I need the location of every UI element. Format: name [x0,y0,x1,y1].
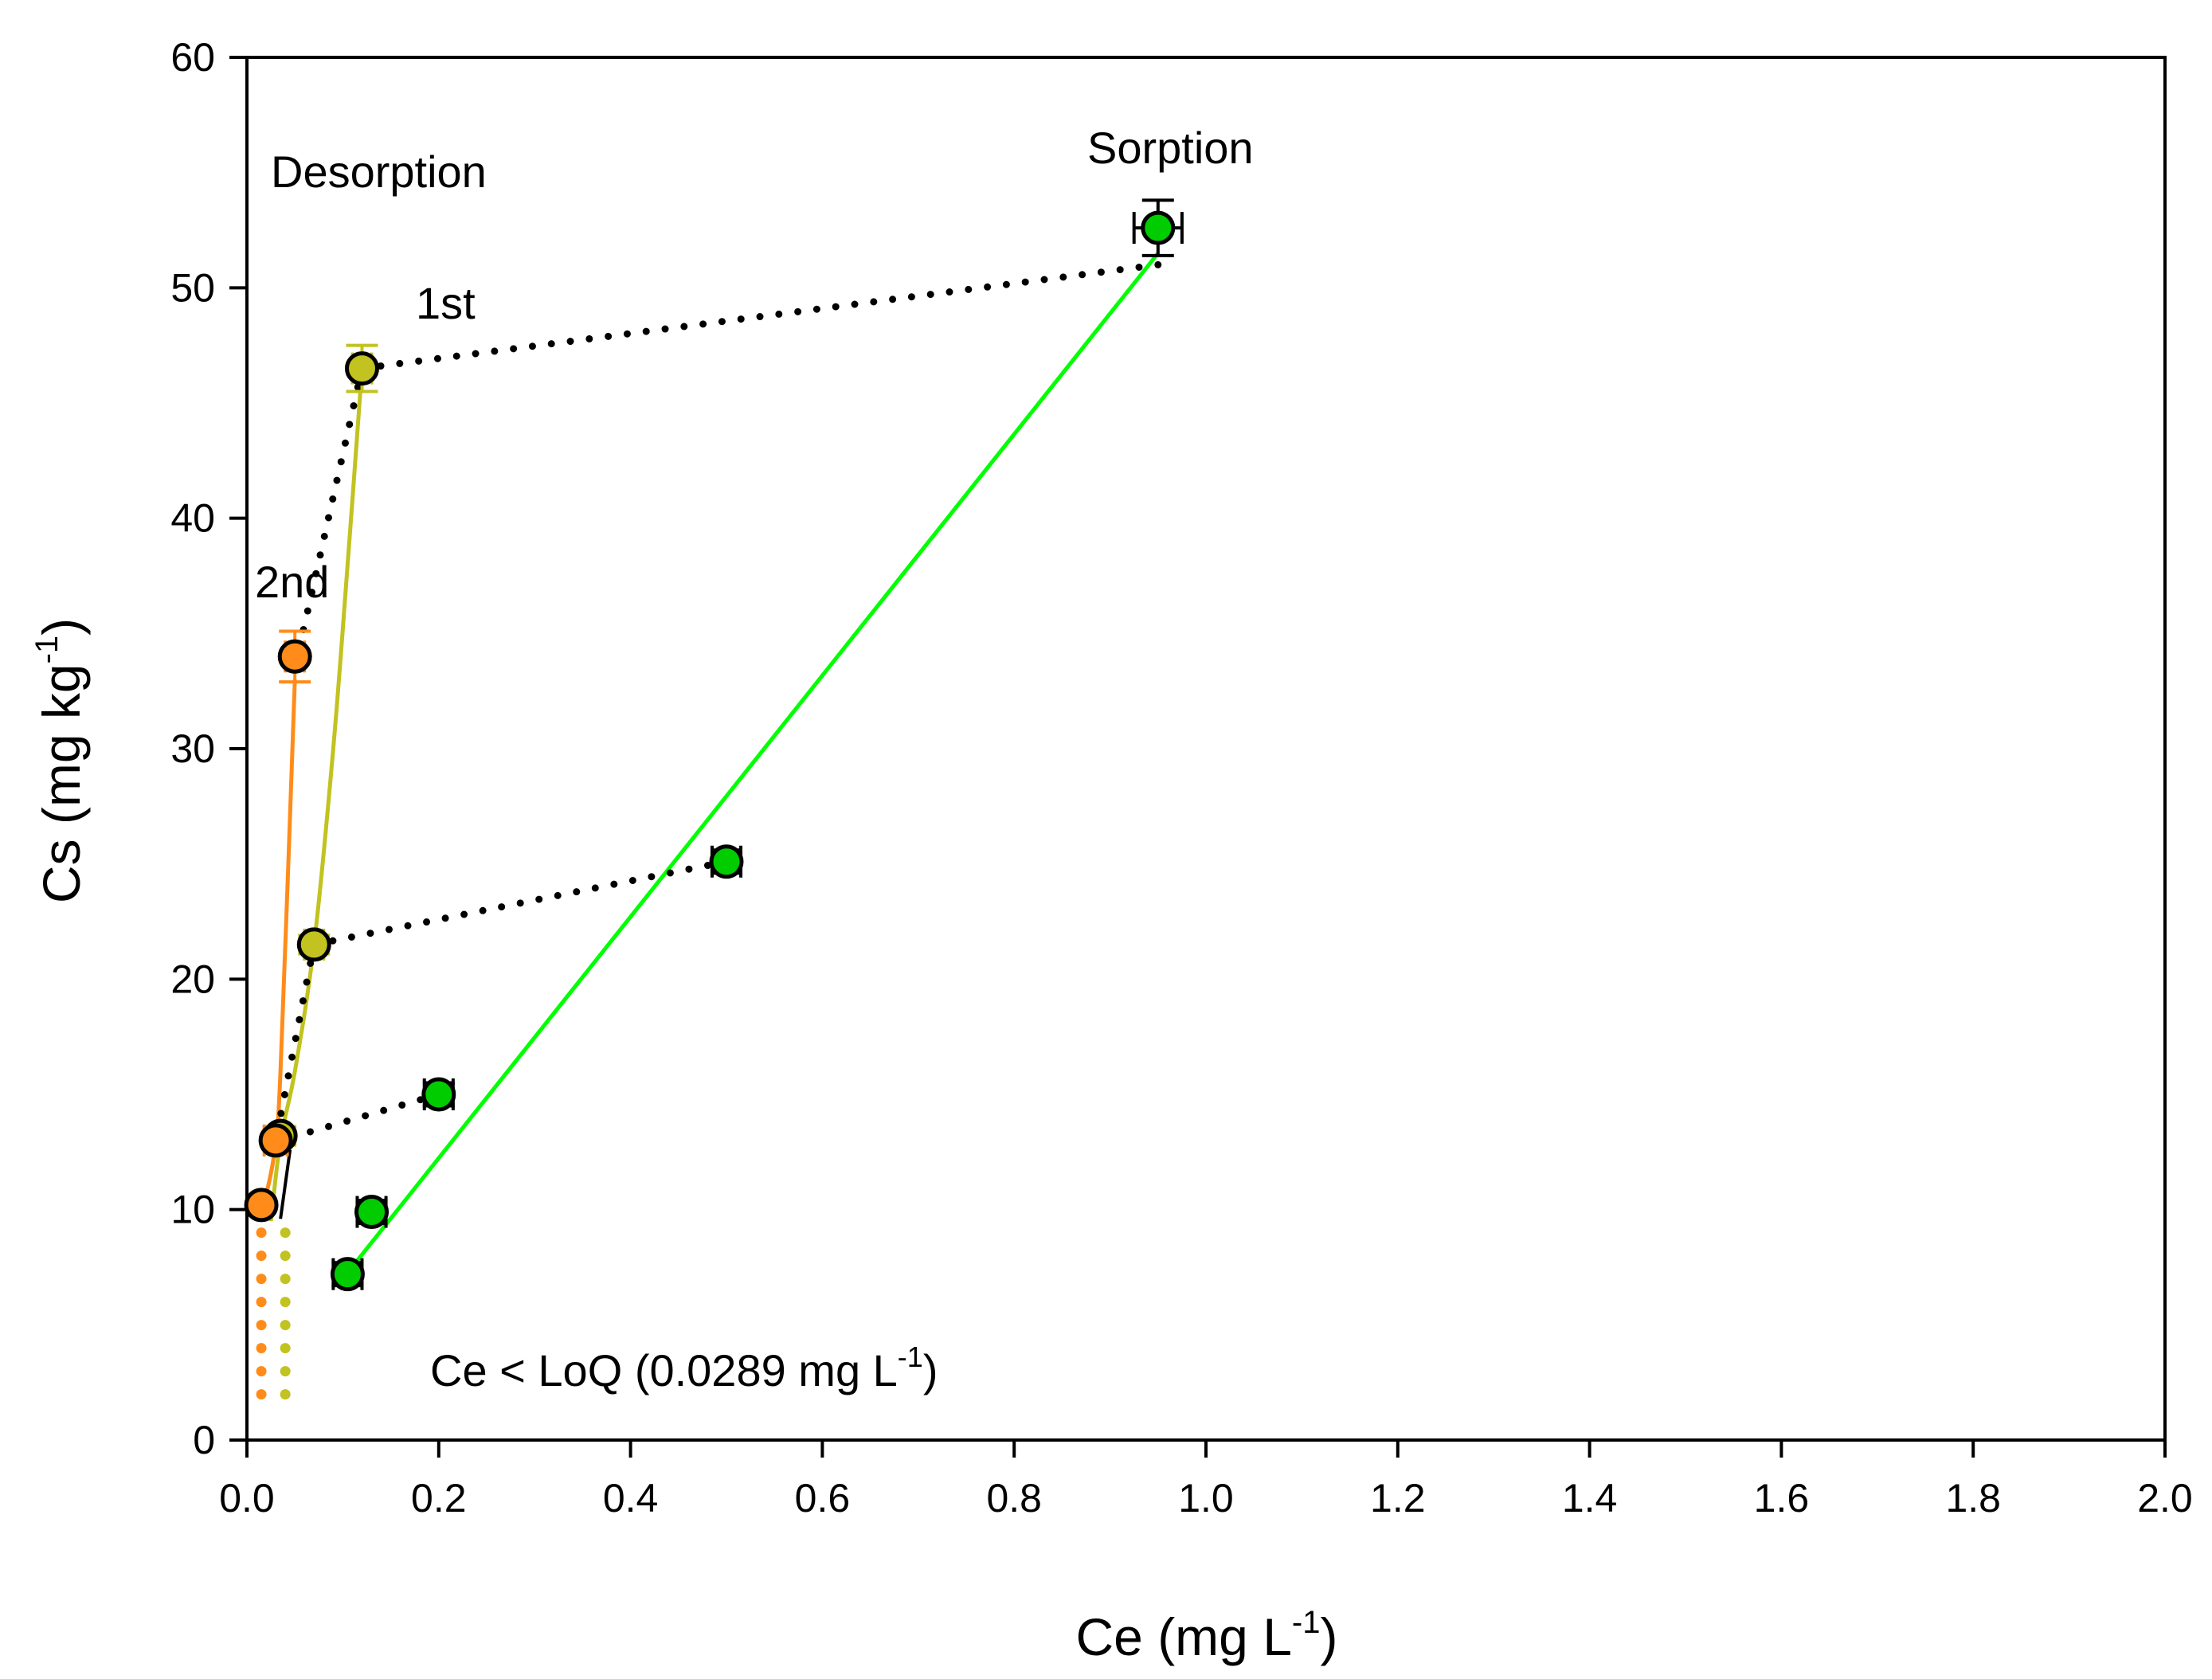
y-tick-label: 20 [170,957,215,1001]
second-cycle-label: 2nd [255,557,329,607]
sorption-point [354,1195,390,1230]
x-axis-title: Ce (mg L-1) [1076,1605,1338,1666]
y-tick-label: 50 [170,265,215,310]
x-tick-label: 0.6 [795,1476,851,1520]
x-axis-title-close: ) [1321,1607,1338,1666]
connector-tail-line [279,1149,292,1219]
connector-lines [272,260,1162,1219]
x-tick-label: 1.0 [1178,1476,1234,1520]
loq-label-main: Ce < LoQ (0.0289 mg L [430,1345,898,1395]
x-axis-ticks: 0.0 0.2 0.4 0.6 0.8 1.0 1.2 1.4 1.6 1.8 2.0 [219,1440,2193,1520]
sorption-point [709,844,744,879]
x-tick-label: 0.4 [603,1476,659,1520]
desorption-label: Desorption [271,147,487,197]
connector-dotted-line [310,858,730,949]
y-axis-title-close: ) [32,618,91,636]
sorption-point [330,1257,365,1292]
x-axis-title-sup: -1 [1292,1605,1321,1640]
y-tick-label: 60 [170,35,215,80]
desorption-2nd-point [244,1188,279,1223]
x-tick-label: 0.8 [986,1476,1042,1520]
plot-frame-rect [245,56,2167,1442]
first-cycle-label: 1st [416,278,476,328]
sorption-label: Sorption [1087,123,1254,173]
data-points [244,210,1176,1292]
connector-dotted-line [276,1090,443,1145]
y-axis-title-sup: -1 [29,636,65,664]
desorption-2nd-point [277,639,312,674]
desorption-2nd-point [258,1123,293,1158]
loq-label: Ce < LoQ (0.0289 mg L-1) [430,1340,938,1395]
plot-frame [245,56,2167,1442]
y-axis-title-main: Cs (mg kg [32,663,91,903]
x-tick-label: 0.2 [411,1476,467,1520]
x-tick-label: 1.8 [1945,1476,2001,1520]
x-tick-label: 1.6 [1754,1476,1810,1520]
y-tick-label: 30 [170,726,215,771]
desorption-2nd-fit-curve [259,679,297,1215]
sorption-fit-line [341,252,1160,1281]
fit-lines [259,252,1160,1281]
y-tick-label: 10 [170,1188,215,1232]
connector-dotted-line [358,260,1162,373]
x-tick-label: 1.4 [1562,1476,1618,1520]
sorption-point [421,1077,456,1112]
y-axis-title: Cs (mg kg-1) [29,618,91,903]
x-tick-label: 1.2 [1370,1476,1426,1520]
x-tick-label: 2.0 [2137,1476,2193,1520]
desorption-1st-point [296,927,331,962]
y-tick-label: 0 [193,1418,215,1462]
x-axis-title-main: Ce (mg L [1076,1607,1292,1666]
desorption-1st-point [344,351,379,386]
sorption-point [1141,210,1176,245]
loq-label-close: ) [923,1345,938,1395]
y-tick-label: 40 [170,496,215,541]
connector-dotted-line [291,365,366,672]
x-tick-label: 0.0 [219,1476,275,1520]
y-axis-ticks: 0 10 20 30 40 50 60 [170,35,247,1462]
loq-dotted-lines [256,1227,291,1418]
loq-label-sup: -1 [898,1340,923,1373]
